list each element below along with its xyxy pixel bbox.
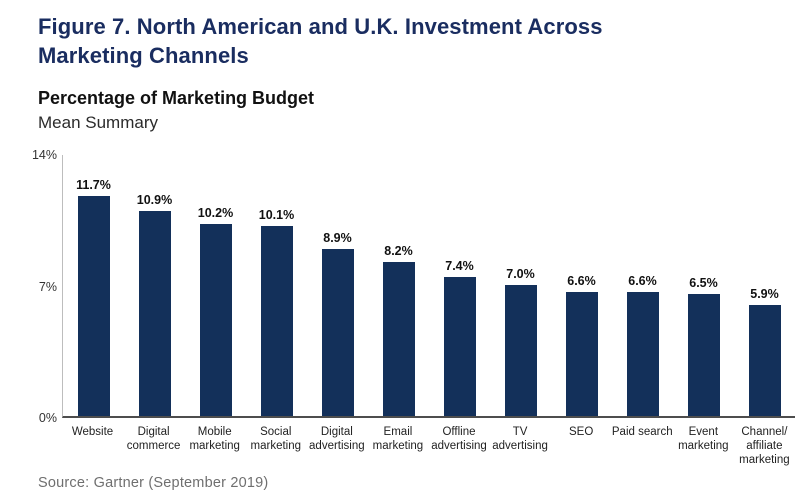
x-axis-label: Email marketing (372, 426, 424, 452)
figure-footer: Source: Gartner (September 2019) (38, 475, 268, 491)
x-axis-label: Offline advertising (431, 426, 487, 452)
bar-slot: 6.6% (612, 274, 673, 416)
x-axis-label: Website (71, 426, 114, 438)
y-axis: 14% 7% 0% (30, 148, 62, 425)
x-axis-labels: Website Digital commerce Mobile marketing S… (62, 418, 795, 467)
source-credit: Source: Gartner (September 2019) (38, 475, 269, 491)
bar (321, 248, 354, 416)
bar (138, 211, 171, 416)
y-axis-tick-0: 0% (38, 411, 57, 425)
x-axis-label: Event marketing (678, 426, 729, 452)
bar-slot: 10.2% (185, 206, 246, 416)
bar (77, 196, 110, 416)
figure-title-line2: Marketing Channels (38, 43, 249, 68)
bar (504, 284, 537, 416)
x-axis-label: Mobile marketing (189, 426, 240, 452)
bar-slot: 11.7% (63, 178, 124, 416)
bar-value-label: 6.6% (628, 274, 657, 288)
bar-value-label: 8.9% (323, 230, 352, 245)
bar-value-label: 5.9% (750, 287, 779, 302)
bar-slot: 8.9% (307, 231, 368, 416)
bar-slot: 8.2% (368, 244, 429, 416)
bar-chart: 14% 7% 0% 11.7% 10.9% 10.2% 10.1% 8.9% 8.2% 7.… (30, 148, 795, 425)
figure-header: Figure 7. North American and U.K. Invest… (0, 0, 800, 133)
x-axis-label: Channel/ affiliate marketing (739, 426, 790, 466)
chart-subtitle-secondary: Mean Summary (38, 113, 158, 132)
bar (565, 292, 598, 416)
bar-value-label: 6.6% (567, 274, 596, 288)
bar-value-label: 6.5% (689, 275, 718, 290)
bar-value-label: 10.2% (197, 206, 234, 221)
y-axis-tick-7: 7% (38, 279, 57, 294)
bar-value-label: 7.0% (506, 266, 535, 281)
bar-slot: 7.0% (490, 266, 551, 416)
bar-slot: 6.5% (673, 276, 734, 416)
bar-slot: 10.1% (246, 208, 307, 416)
bar (748, 305, 781, 416)
bar-slot: 10.9% (124, 193, 185, 416)
bar-value-label: 7.4% (445, 259, 474, 273)
chart-subtitle: Percentage of Marketing Budget (38, 88, 315, 108)
x-axis-label: SEO (569, 426, 594, 438)
bar-value-label: 8.2% (384, 244, 413, 258)
x-axis-label: Social marketing (250, 426, 302, 452)
bar (260, 226, 293, 416)
bar (382, 262, 415, 416)
x-axis-label: Paid search (611, 426, 673, 438)
figure-title-line1: Figure 7. North American and U.K. Invest… (38, 14, 603, 39)
bar (443, 277, 476, 416)
y-axis-tick-14: 14% (31, 148, 57, 162)
x-axis-label: TV advertising (492, 426, 548, 452)
bar-slot: 5.9% (734, 287, 795, 416)
figure-title: Figure 7. North American and U.K. Invest… (38, 12, 780, 70)
bar (626, 292, 659, 416)
bar (687, 293, 720, 416)
x-axis-label: Digital advertising (309, 426, 365, 452)
x-axis-label: Digital commerce (126, 426, 181, 452)
bar-slot: 6.6% (551, 274, 612, 416)
bar (199, 224, 232, 416)
bar-value-label: 10.9% (136, 193, 173, 208)
plot-area: 11.7% 10.9% 10.2% 10.1% 8.9% 8.2% 7.4% 7.0% 6.6%… (62, 155, 795, 418)
bar-value-label: 11.7% (76, 178, 111, 193)
bar-slot: 7.4% (429, 259, 490, 416)
bar-value-label: 10.1% (258, 208, 295, 223)
